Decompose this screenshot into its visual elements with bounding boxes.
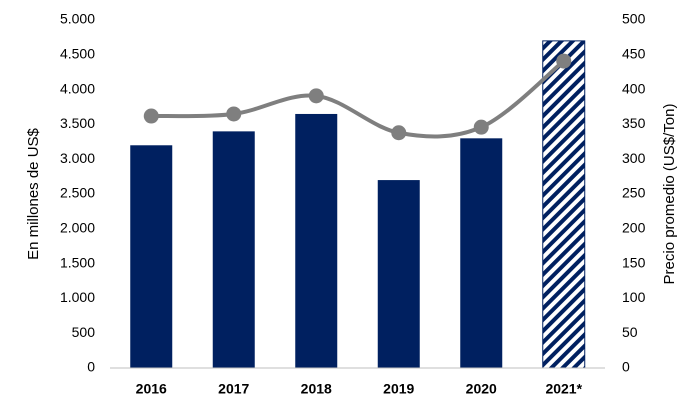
y-tick-label: 0 bbox=[87, 359, 95, 375]
y2-tick-label: 250 bbox=[622, 185, 646, 201]
line-marker bbox=[143, 108, 159, 124]
bar bbox=[130, 145, 173, 368]
y2-tick-label: 300 bbox=[622, 150, 646, 166]
y2-tick-label: 100 bbox=[622, 289, 646, 305]
y2-tick-label: 450 bbox=[622, 46, 646, 62]
line-marker bbox=[226, 106, 242, 122]
y-tick-label: 3.000 bbox=[60, 150, 95, 166]
line-marker bbox=[391, 125, 407, 141]
y-tick-label: 4.500 bbox=[60, 46, 95, 62]
y2-tick-label: 50 bbox=[622, 324, 638, 340]
y2-axis-label: Precio promedio (US$/Ton) bbox=[661, 104, 678, 285]
y-tick-label: 500 bbox=[72, 324, 96, 340]
x-tick-label: 2018 bbox=[301, 381, 332, 397]
bar bbox=[295, 113, 338, 369]
bar bbox=[377, 180, 420, 368]
y-tick-label: 2.000 bbox=[60, 220, 95, 236]
y-tick-label: 1.000 bbox=[60, 289, 95, 305]
y-tick-label: 4.000 bbox=[60, 80, 95, 96]
y2-tick-label: 150 bbox=[622, 254, 646, 270]
y-tick-label: 1.500 bbox=[60, 254, 95, 270]
line bbox=[151, 59, 566, 139]
y2-tick-label: 400 bbox=[622, 80, 646, 96]
x-tick-label: 2016 bbox=[136, 381, 167, 397]
y-axis-label: En millones de US$ bbox=[25, 127, 42, 259]
y2-tick-label: 350 bbox=[622, 115, 646, 131]
y-tick-label: 5.000 bbox=[60, 11, 95, 27]
y2-tick-label: 200 bbox=[622, 220, 646, 236]
x-tick-label: 2017 bbox=[218, 381, 249, 397]
x-tick-label: 2020 bbox=[466, 381, 497, 397]
y-tick-label: 2.500 bbox=[60, 185, 95, 201]
bar bbox=[460, 138, 503, 368]
line-marker bbox=[308, 88, 324, 104]
line-marker bbox=[556, 53, 572, 69]
y-tick-label: 3.500 bbox=[60, 115, 95, 131]
x-tick-label: 2019 bbox=[383, 381, 414, 397]
bar bbox=[212, 131, 255, 368]
y2-tick-label: 500 bbox=[622, 11, 646, 27]
line-marker bbox=[473, 119, 489, 135]
x-tick-label: 2021* bbox=[545, 381, 582, 397]
bar bbox=[542, 40, 586, 369]
y2-tick-label: 0 bbox=[622, 359, 630, 375]
